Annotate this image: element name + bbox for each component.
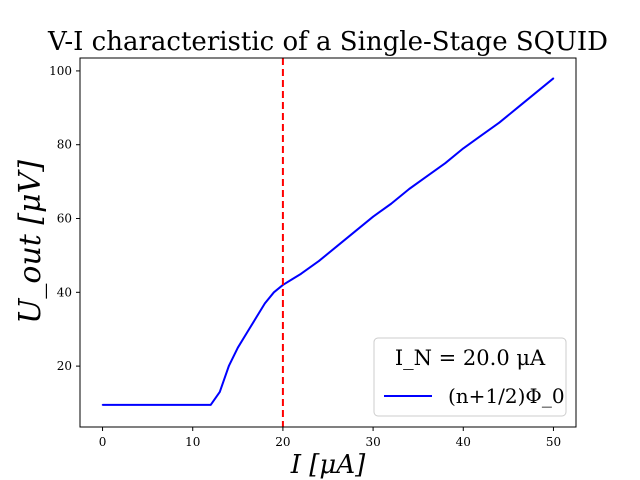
series-line-0 bbox=[102, 77, 555, 406]
data-point bbox=[291, 278, 293, 281]
x-tick-label: 30 bbox=[365, 435, 380, 449]
data-point bbox=[336, 245, 338, 247]
data-point bbox=[390, 202, 392, 205]
y-tick-label: 20 bbox=[57, 359, 72, 373]
x-tick-label: 0 bbox=[99, 435, 107, 449]
x-tick-label: 50 bbox=[546, 435, 561, 449]
data-point bbox=[101, 404, 104, 406]
series-layer bbox=[101, 77, 555, 406]
x-axis: 0 10 20 30 40 50 bbox=[99, 427, 561, 449]
data-point bbox=[273, 291, 275, 294]
data-point bbox=[480, 134, 483, 137]
plot-frame bbox=[79, 57, 577, 428]
data-point bbox=[218, 391, 221, 393]
data-point bbox=[408, 188, 410, 190]
y-tick-label: 80 bbox=[57, 138, 72, 152]
data-point bbox=[498, 121, 501, 124]
y-tick-label: 40 bbox=[57, 285, 72, 299]
data-point bbox=[237, 346, 239, 349]
data-point bbox=[246, 332, 248, 334]
y-tick-label: 100 bbox=[49, 64, 72, 78]
y-tick-label: 60 bbox=[57, 212, 72, 226]
data-point bbox=[462, 147, 465, 150]
data-point bbox=[228, 365, 230, 367]
x-tick-label: 10 bbox=[185, 435, 200, 449]
legend-entry-label: (n+1/2)Φ_0 bbox=[448, 384, 565, 408]
data-point bbox=[516, 107, 519, 109]
legend: I_N = 20.0 μA (n+1/2)Φ_0 bbox=[373, 337, 567, 417]
data-point bbox=[372, 215, 374, 218]
data-point bbox=[300, 273, 302, 275]
x-tick-label: 40 bbox=[456, 435, 471, 449]
legend-title: I_N = 20.0 μA bbox=[395, 346, 546, 370]
data-point bbox=[534, 92, 537, 94]
data-point bbox=[426, 175, 429, 177]
x-axis-label: I [μA] bbox=[290, 450, 366, 480]
chart-title: V-I characteristic of a Single-Stage SQU… bbox=[47, 27, 608, 57]
data-point bbox=[444, 162, 447, 164]
y-axis: 20 40 60 80 100 bbox=[49, 64, 80, 373]
data-point bbox=[552, 77, 555, 80]
data-point bbox=[264, 302, 266, 305]
data-point bbox=[354, 230, 356, 233]
data-point bbox=[209, 404, 212, 406]
x-tick-label: 20 bbox=[275, 435, 290, 449]
y-axis-label: U_out [μV] bbox=[13, 160, 48, 324]
data-point bbox=[255, 317, 257, 319]
data-point bbox=[318, 260, 320, 262]
